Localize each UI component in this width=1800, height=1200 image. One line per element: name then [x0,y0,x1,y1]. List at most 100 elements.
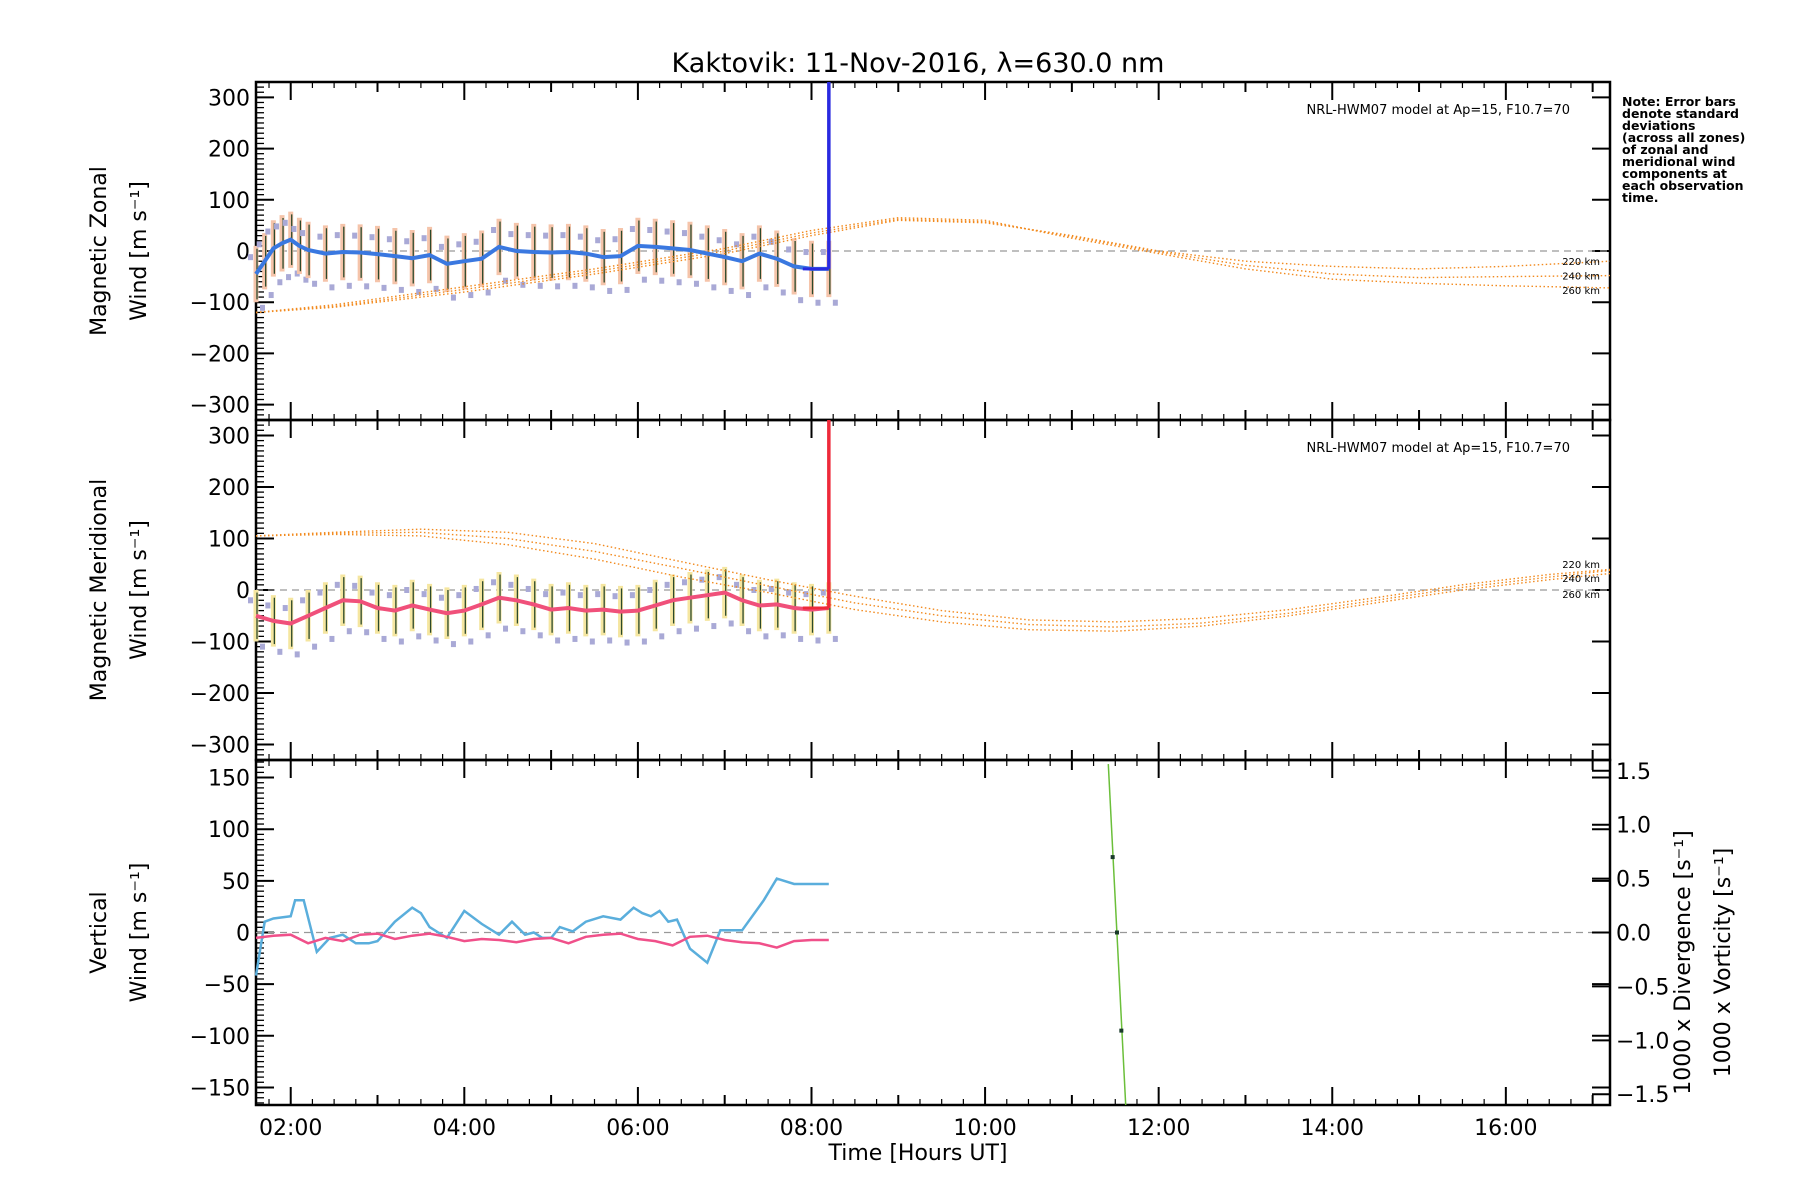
zone-sample-point [803,249,809,256]
zone-sample-point [508,581,514,588]
y2-tick-label: 0.5 [1616,868,1651,893]
zone-sample-point [786,589,792,596]
zone-sample-point [820,249,826,256]
zone-sample-point [659,633,665,640]
zone-sample-point [438,243,444,250]
vertical-wind-point [1119,1028,1124,1033]
vorticity-line [255,932,829,949]
zone-sample-point [676,628,682,635]
zone-sample-point [589,638,595,645]
zone-sample-point [711,284,717,291]
zone-sample-point [268,292,274,299]
zone-sample-point [421,591,427,598]
model-altitude-label: 220 km [1562,257,1600,268]
zone-sample-point [607,637,613,644]
y-tick-label: 200 [208,476,250,501]
y2-tick-label: 1.5 [1616,760,1651,785]
zone-sample-point [612,236,618,243]
y2-tick-label: 1.0 [1616,814,1651,839]
observed-wind-line [255,590,829,626]
zone-sample-point [369,234,375,241]
zone-sample-point [641,276,647,283]
zone-sample-point [595,237,601,244]
y-tick-label: −100 [190,1025,250,1050]
model-label: NRL-HWM07 model at Ap=15, F10.7=70 [1307,103,1571,118]
zone-sample-point [300,230,306,237]
zone-sample-point [364,283,370,290]
zone-sample-point [274,223,280,230]
note-line: Note: Error bars [1622,94,1736,109]
zone-sample-point [681,579,687,586]
model-altitude-label: 220 km [1562,560,1600,571]
zone-sample-point [560,232,566,239]
x-tick-label: 06:00 [606,1116,669,1141]
y2-axis-label: 1000 x Vorticity [s⁻¹] [1711,848,1736,1078]
x-axis-label: Time [Hours UT] [828,1141,1008,1166]
y-tick-label: 300 [208,86,250,111]
y-axis-label: Wind [m s⁻¹] [127,520,152,660]
zone-sample-point [537,632,543,639]
vertical-wind-line [1107,764,1127,1106]
zone-sample-point [433,285,439,292]
note-line: of zonal and [1622,142,1709,157]
model-altitude-label: 260 km [1562,590,1600,601]
y-tick-label: 100 [208,189,250,214]
vertical-wind-point [1110,855,1115,860]
zone-sample-point [589,284,595,291]
y-tick-label: 300 [208,424,250,449]
zone-sample-point [820,589,826,596]
x-tick-label: 12:00 [1127,1116,1190,1141]
y-axis-label: Magnetic Meridional [87,479,112,701]
y-tick-label: 0 [236,579,250,604]
note-line: components at [1622,166,1728,181]
zone-sample-point [607,287,613,294]
zone-sample-point [282,219,288,226]
zone-sample-point [716,574,722,581]
zone-sample-point [525,232,531,239]
y-tick-label: −100 [190,631,250,656]
zone-sample-point [312,280,318,287]
zone-sample-point [711,623,717,630]
zone-sample-point [364,629,370,636]
zone-sample-point [560,589,566,596]
zone-sample-point [277,279,283,286]
vertical-wind-point [1115,930,1120,935]
x-tick-label: 04:00 [433,1116,496,1141]
zone-sample-point [503,277,509,284]
zone-sample-point [798,297,804,304]
zone-sample-point [728,620,734,627]
zone-sample-point [404,238,410,245]
x-tick-label: 08:00 [780,1116,843,1141]
y-tick-label: −150 [190,1076,250,1101]
zone-sample-point [265,228,271,235]
zone-sample-point [803,591,809,598]
zone-sample-point [612,593,618,600]
model-curve [255,219,1611,314]
zone-sample-point [260,304,265,311]
zone-sample-point [746,628,752,635]
zone-sample-point [716,237,722,244]
y-tick-label: 100 [208,527,250,552]
x-tick-label: 14:00 [1301,1116,1364,1141]
zone-sample-point [693,625,699,632]
model-curve [255,216,1611,314]
zone-sample-point [450,641,456,648]
zone-sample-point [468,292,474,299]
y2-tick-label: −1.5 [1616,1083,1669,1108]
note-line: deviations [1622,118,1696,133]
y-tick-label: 100 [208,818,250,843]
model-altitude-label: 260 km [1562,286,1600,297]
x-tick-label: 16:00 [1474,1116,1537,1141]
zone-sample-point [577,592,583,599]
y-axis-label: Wind [m s⁻¹] [127,863,152,1003]
zone-sample-point [346,628,352,635]
y-tick-label: −200 [190,682,250,707]
note-line: each observation [1622,178,1744,193]
zone-sample-point [751,587,757,593]
zone-sample-point [555,283,561,290]
zone-sample-point [520,628,526,635]
zone-sample-point [317,589,323,596]
model-curve [255,528,1611,623]
zone-sample-point [734,581,740,588]
y2-tick-label: 0.0 [1616,922,1651,947]
